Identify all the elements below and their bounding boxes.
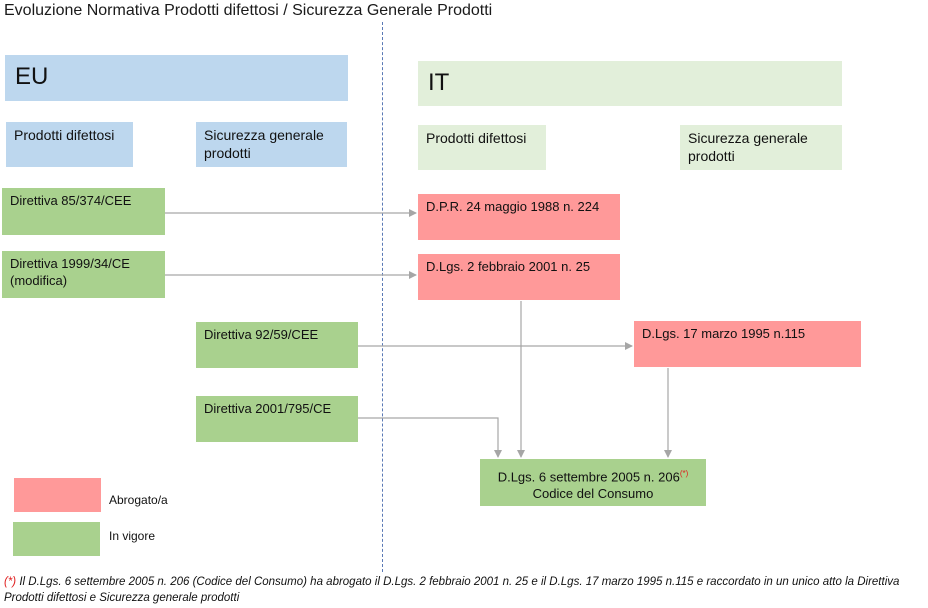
eu-col-prodotti-difettosi: Prodotti difettosi — [6, 122, 133, 167]
legend-swatch-in-vigore — [13, 522, 100, 556]
eu-col-sicurezza-generale: Sicurezza generale prodotti — [196, 122, 347, 167]
node-dlgs-2001-25: D.Lgs. 2 febbraio 2001 n. 25 — [418, 254, 620, 300]
node-dpr-1988-224: D.P.R. 24 maggio 1988 n. 224 — [418, 194, 620, 240]
eu-it-divider — [382, 22, 383, 572]
it-col-sicurezza-generale: Sicurezza generale prodotti — [680, 125, 842, 170]
legend-label-abrogato: Abrogato/a — [109, 493, 168, 507]
arrow-dir2001-to-codice — [358, 417, 502, 458]
node-codice-del-consumo: D.Lgs. 6 settembre 2005 n. 206(*) Codice… — [480, 459, 706, 506]
footnote-text: Il D.Lgs. 6 settembre 2005 n. 206 (Codic… — [4, 576, 900, 604]
footnote: (*) Il D.Lgs. 6 settembre 2005 n. 206 (C… — [4, 574, 928, 606]
node-direttiva-2001-795: Direttiva 2001/795/CE — [196, 396, 358, 442]
footnote-marker: (*) — [679, 469, 689, 478]
node-direttiva-92-59: Direttiva 92/59/CEE — [196, 322, 358, 368]
node-direttiva-1999-34-line1: Direttiva 1999/34/CE — [10, 256, 130, 271]
it-header: IT — [418, 61, 842, 106]
node-codice-line2: Codice del Consumo — [532, 486, 654, 502]
it-col-prodotti-difettosi: Prodotti difettosi — [418, 125, 546, 170]
node-direttiva-85-374: Direttiva 85/374/CEE — [2, 188, 165, 235]
node-dlgs-1995-115: D.Lgs. 17 marzo 1995 n.115 — [634, 321, 861, 367]
legend-label-in-vigore: In vigore — [109, 529, 156, 543]
legend-swatch-abrogato — [14, 478, 101, 512]
node-direttiva-1999-34-line2: (modifica) — [10, 273, 68, 288]
footnote-mark: (*) — [4, 576, 17, 588]
eu-header: EU — [5, 55, 348, 101]
node-codice-line1: D.Lgs. 6 settembre 2005 n. 206 — [497, 469, 680, 485]
page-title: Evoluzione Normativa Prodotti difettosi … — [4, 2, 493, 19]
node-direttiva-1999-34: Direttiva 1999/34/CE (modifica) — [2, 251, 165, 298]
